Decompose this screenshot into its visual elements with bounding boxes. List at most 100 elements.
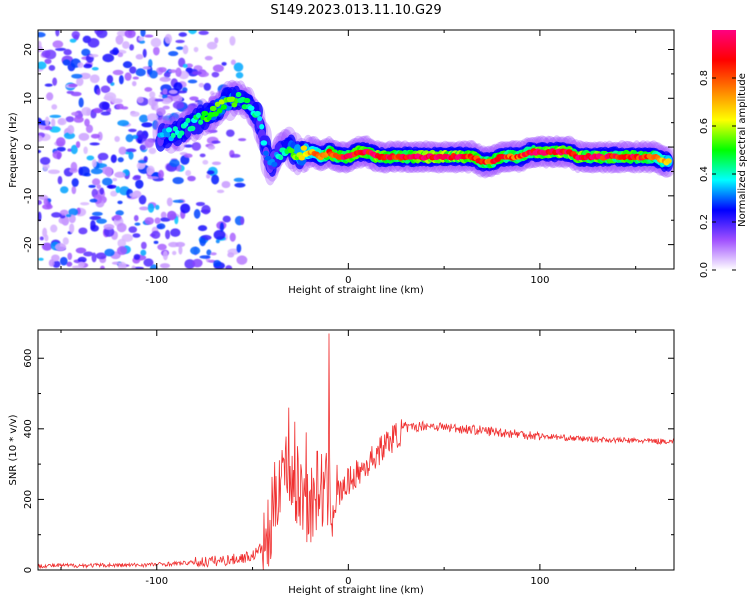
spectrogram-noise-blob — [66, 261, 73, 267]
spectrogram-noise-blob — [103, 223, 115, 230]
spectrogram-ridge-cell — [247, 105, 255, 111]
spectrogram-noise-blob — [193, 209, 201, 219]
colorbar-tick-label: 0.0 — [699, 262, 710, 278]
spectrogram-noise-blob — [211, 140, 221, 144]
spectrogram-noise-blob — [62, 237, 69, 245]
spectrogram-noise-blob — [56, 151, 62, 160]
spectrogram-noise-blob — [41, 242, 53, 251]
spectrogram-noise-blob — [75, 247, 87, 254]
spectrogram-ridge-cell — [257, 115, 263, 122]
spectrogram-noise-blob — [222, 215, 231, 223]
spectrogram-noise-blob — [166, 210, 177, 221]
spectrogram-noise-blob — [125, 134, 134, 143]
spectrogram-ytick-label: 0 — [23, 144, 34, 150]
spectrogram-noise-blob — [139, 206, 150, 211]
spectrogram-noise-blob — [162, 105, 170, 110]
spectrogram-noise-blob — [55, 47, 67, 51]
spectrogram-noise-blob — [115, 186, 121, 194]
spectrogram-noise-blob — [128, 151, 134, 160]
spectrogram-noise-blob — [90, 133, 101, 139]
spectrogram-noise-blob — [226, 129, 235, 137]
spectrogram-noise-blob — [50, 224, 58, 233]
spectrogram-noise-blob — [206, 249, 212, 256]
spectrogram-ridge-cell — [170, 132, 176, 139]
spectrogram-ridge-cell — [220, 104, 227, 110]
spectrogram-noise-blob — [114, 136, 120, 142]
spectrogram-noise-blob — [117, 261, 127, 269]
spectrogram-noise-blob — [70, 91, 82, 97]
spectrogram-noise-blob — [219, 222, 224, 232]
snr-frame — [37, 329, 675, 571]
spectrogram-ytick-label: 10 — [23, 92, 34, 105]
spectrogram-noise-blob — [140, 30, 146, 38]
spectrogram-noise-blob — [198, 82, 205, 88]
spectrogram-noise-blob — [117, 238, 127, 248]
spectrogram-noise-blob — [172, 177, 184, 185]
spectrogram-noise-blob — [38, 211, 42, 222]
spectrogram-noise-blob — [161, 97, 172, 105]
spectrogram-ridge-cell — [218, 99, 225, 105]
spectrogram-noise-blob — [65, 213, 72, 218]
spectrogram-noise-blob — [100, 85, 111, 93]
spectrogram-noise-blob — [51, 212, 62, 218]
spectrogram-noise-blob — [71, 73, 83, 79]
spectrogram-ridge-cell — [163, 131, 171, 138]
spectrogram-ridge-cell — [259, 124, 265, 130]
spectrogram-noise-blob — [187, 79, 198, 84]
spectrogram-noise-blob — [183, 144, 194, 148]
spectrogram-noise-blob — [133, 175, 141, 179]
spectrogram-noise-blob — [210, 252, 217, 256]
spectrogram-ytick-label: -20 — [23, 236, 34, 252]
spectrogram-noise-blob — [141, 122, 153, 128]
spectrogram-noise-blob — [112, 69, 124, 76]
spectrogram-noise-blob — [104, 248, 115, 257]
spectrogram-noise-blob — [175, 39, 185, 44]
spectrogram-noise-blob — [46, 92, 54, 101]
snr-series-line — [38, 333, 674, 570]
spectrogram-noise-blob — [132, 233, 141, 238]
spectrogram-ridge-cell — [298, 155, 305, 161]
spectrogram-noise-blob — [199, 153, 206, 158]
spectrogram-noise-blob — [227, 252, 235, 258]
spectrogram-noise-blob — [159, 263, 171, 269]
spectrogram-noise-blob — [162, 88, 168, 95]
spectrogram-noise-blob — [101, 166, 113, 175]
spectrogram-noise-blob — [153, 240, 159, 245]
spectrogram-noise-blob — [156, 223, 166, 230]
spectrogram-ridge-cell — [209, 105, 217, 112]
spectrogram-noise-blob — [38, 135, 43, 142]
spectrogram-noise-blob — [90, 168, 103, 175]
spectrogram-noise-blob — [110, 190, 118, 197]
spectrogram-noise-blob — [136, 130, 145, 141]
spectrogram-noise-blob — [69, 38, 77, 43]
spectrogram-noise-blob — [191, 71, 202, 75]
spectrogram-noise-blob — [207, 144, 216, 150]
spectrogram-noise-blob — [173, 82, 183, 92]
spectrogram-noise-blob — [78, 166, 90, 177]
spectrogram-noise-blob — [113, 214, 122, 221]
spectrogram-noise-blob — [170, 228, 181, 237]
snr-xtick-label: 0 — [345, 576, 351, 587]
spectrogram-noise-blob — [206, 173, 211, 179]
spectrogram-noise-blob — [148, 147, 157, 155]
spectrogram-noise-blob — [138, 40, 146, 44]
spectrogram-noise-blob — [158, 67, 167, 73]
spectrogram-noise-blob — [111, 261, 121, 265]
spectrogram-noise-blob — [204, 55, 213, 61]
spectrogram-noise-blob — [78, 227, 88, 235]
snr-xlabel: Height of straight line (km) — [288, 585, 424, 596]
spectrogram-noise-blob — [41, 50, 51, 58]
spectrogram-noise-blob — [78, 132, 90, 141]
spectrogram-noise-blob — [233, 177, 245, 182]
spectrogram-noise-blob — [189, 96, 199, 101]
spectrogram-noise-blob — [55, 30, 60, 37]
spectrogram-noise-blob — [69, 223, 75, 234]
spectrogram-ridge-cell — [235, 91, 242, 98]
spectrogram-noise-blob — [59, 209, 69, 216]
spectrogram-noise-blob — [57, 176, 63, 185]
spectrogram-noise-blob — [225, 265, 233, 269]
spectrogram-noise-blob — [229, 36, 236, 46]
spectrogram-noise-blob — [65, 116, 75, 123]
spectrogram-noise-blob — [89, 142, 100, 146]
